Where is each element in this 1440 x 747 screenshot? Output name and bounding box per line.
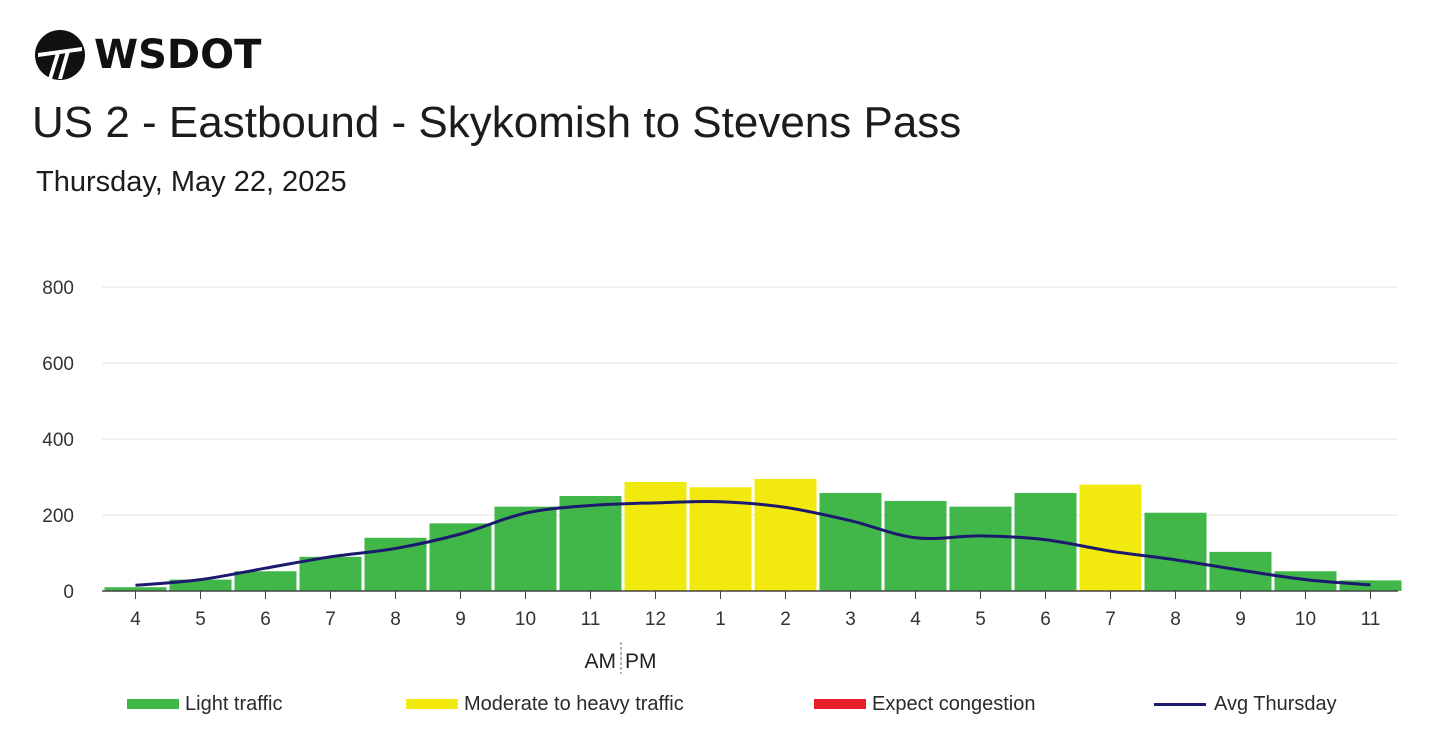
bar-moderate xyxy=(689,487,752,591)
x-tick-label: 9 xyxy=(1235,609,1246,630)
legend-item-light: Light traffic xyxy=(127,688,282,720)
y-tick-label: 600 xyxy=(42,354,74,375)
x-tick-label: 7 xyxy=(1105,609,1116,630)
bar-light xyxy=(494,506,557,591)
legend-swatch-moderate xyxy=(406,699,458,709)
avg-thursday-line xyxy=(135,499,1371,587)
chart-date: Thursday, May 22, 2025 xyxy=(36,166,347,198)
am-label: AM xyxy=(585,650,617,673)
legend-item-congestion: Expect congestion xyxy=(814,688,1035,720)
avg-line-layer xyxy=(135,499,1371,587)
legend-label-moderate: Moderate to heavy traffic xyxy=(464,692,684,715)
legend-label-light: Light traffic xyxy=(185,692,283,715)
am-pm-label: AM PM xyxy=(585,642,657,674)
x-tick-label: 5 xyxy=(195,609,206,630)
bar-moderate xyxy=(1079,484,1142,591)
x-tick-label: 10 xyxy=(515,609,536,630)
bar-light xyxy=(104,587,167,591)
x-tick-label: 1 xyxy=(715,609,726,630)
x-tick-label: 8 xyxy=(1170,609,1181,630)
y-tick-label: 800 xyxy=(42,278,74,299)
bar-light xyxy=(299,556,362,591)
y-tick-label: 0 xyxy=(63,582,74,603)
legend-swatch-congestion xyxy=(814,699,866,709)
bar-light xyxy=(364,537,427,591)
x-tick-label: 6 xyxy=(1040,609,1051,630)
bar-moderate xyxy=(624,481,687,591)
legend-item-avg: Avg Thursday xyxy=(1154,688,1337,720)
chart-title: US 2 - Eastbound - Skykomish to Stevens … xyxy=(32,98,962,147)
x-tick-label: 9 xyxy=(455,609,466,630)
y-axis-ticks: 0 200 400 600 800 xyxy=(42,278,74,603)
legend: Light traffic Moderate to heavy traffic … xyxy=(0,688,1440,720)
x-tick-label: 3 xyxy=(845,609,856,630)
wsdot-emblem-icon xyxy=(35,30,85,80)
x-tick-label: 4 xyxy=(130,609,141,630)
x-tick-label: 7 xyxy=(325,609,336,630)
bar-light xyxy=(1339,580,1402,591)
bar-light xyxy=(559,496,622,591)
bar-light xyxy=(169,579,232,591)
y-tick-label: 400 xyxy=(42,430,74,451)
bars xyxy=(104,478,1402,591)
grid-lines xyxy=(102,286,1398,516)
x-tick-label: 6 xyxy=(260,609,271,630)
pm-label: PM xyxy=(625,650,657,673)
bar-light xyxy=(819,492,882,591)
x-axis-ticks: 4 5 6 7 8 9 10 11 12 1 2 3 4 5 6 7 8 9 10 11 xyxy=(130,591,1380,630)
x-tick-label: 11 xyxy=(581,609,601,630)
x-tick-label: 4 xyxy=(910,609,921,630)
x-tick-label: 11 xyxy=(1361,609,1381,630)
x-tick-label: 5 xyxy=(975,609,986,630)
x-tick-label: 2 xyxy=(780,609,791,630)
x-tick-label: 8 xyxy=(390,609,401,630)
x-tick-label: 10 xyxy=(1295,609,1316,630)
legend-label-congestion: Expect congestion xyxy=(872,692,1036,715)
bar-light xyxy=(1144,512,1207,591)
wsdot-logo: WSDOT xyxy=(34,28,261,82)
logo-text: WSDOT xyxy=(94,32,262,78)
bar-light xyxy=(949,506,1012,591)
legend-swatch-light xyxy=(127,699,179,709)
legend-item-moderate: Moderate to heavy traffic xyxy=(406,688,684,720)
y-tick-label: 200 xyxy=(42,506,74,527)
bar-light xyxy=(234,571,297,591)
bar-moderate xyxy=(754,478,817,591)
x-tick-label: 12 xyxy=(645,609,666,630)
bar-light xyxy=(884,500,947,591)
legend-swatch-avg-line xyxy=(1154,702,1206,706)
legend-label-avg: Avg Thursday xyxy=(1214,692,1337,715)
